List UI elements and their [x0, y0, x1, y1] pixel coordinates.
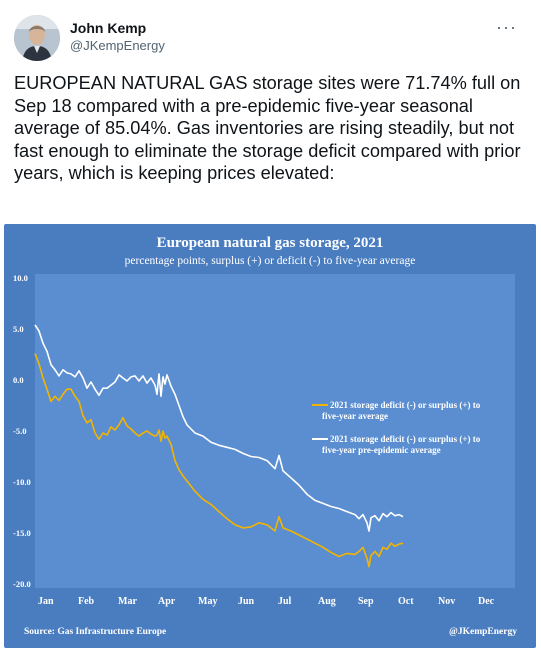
series-line-five-year	[34, 353, 404, 568]
y-axis-ticks: 10.0 5.0 0.0 -5.0 -10.0 -15.0 -20.0	[13, 273, 31, 589]
y-tick-label: 10.0	[13, 273, 28, 283]
avatar[interactable]	[14, 15, 60, 61]
x-tick-label: Jan	[38, 596, 54, 607]
chart-credit: @JKempEnergy	[449, 627, 517, 637]
x-tick-label: Aug	[318, 596, 336, 607]
x-tick-label: Oct	[398, 596, 414, 607]
legend-label: 2021 storage deficit (-) or surplus (+) …	[322, 400, 481, 421]
chart: European natural gas storage, 2021 perce…	[4, 224, 536, 648]
legend-label: 2021 storage deficit (-) or surplus (+) …	[322, 434, 481, 455]
y-tick-label: 0.0	[13, 375, 24, 385]
chart-source: Source: Gas Infrastructure Europe	[24, 627, 166, 637]
y-tick-label: 5.0	[13, 324, 24, 334]
x-tick-label: Feb	[78, 596, 95, 607]
author-handle[interactable]: @JKempEnergy	[70, 38, 165, 53]
tweet-header: John Kemp @JKempEnergy ···	[14, 12, 527, 62]
plot-area	[35, 274, 515, 588]
y-tick-label: -15.0	[13, 528, 31, 538]
series-lines	[34, 324, 404, 568]
chart-subtitle: percentage points, surplus (+) or defici…	[125, 255, 416, 267]
x-axis-ticks: Jan Feb Mar Apr May Jun Jul Aug Sep Oct Nov Dec	[38, 596, 495, 607]
author-block: John Kemp @JKempEnergy	[70, 19, 165, 55]
x-tick-label: Jul	[278, 596, 292, 607]
series-line-pre-epidemic	[34, 324, 404, 532]
y-tick-label: -5.0	[13, 426, 26, 436]
x-tick-label: Nov	[438, 596, 455, 607]
chart-image[interactable]: European natural gas storage, 2021 perce…	[4, 224, 536, 648]
tweet-text: EUROPEAN NATURAL GAS storage sites were …	[14, 73, 521, 184]
x-tick-label: Jun	[238, 596, 255, 607]
y-tick-label: -10.0	[13, 477, 31, 487]
legend: 2021 storage deficit (-) or surplus (+) …	[312, 400, 481, 455]
author-name[interactable]: John Kemp	[70, 20, 147, 36]
avatar-image	[14, 15, 60, 61]
y-tick-label: -20.0	[13, 579, 31, 589]
more-options-button[interactable]: ···	[496, 17, 517, 37]
x-tick-label: Dec	[478, 596, 495, 607]
x-tick-label: Apr	[158, 596, 176, 607]
x-tick-label: Mar	[118, 596, 137, 607]
x-tick-label: Sep	[358, 596, 374, 607]
x-tick-label: May	[198, 596, 217, 607]
chart-title: European natural gas storage, 2021	[157, 235, 384, 251]
